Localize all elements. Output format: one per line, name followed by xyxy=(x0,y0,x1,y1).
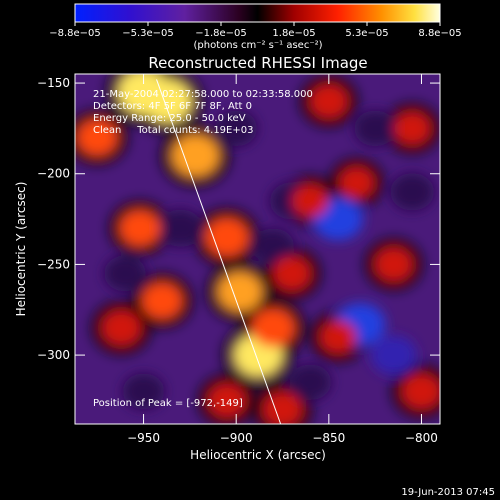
x-axis: −950 −900 −850 −800 xyxy=(127,74,438,445)
y-axis: −300 −250 −200 −150 xyxy=(37,76,440,362)
hot-spot xyxy=(251,308,296,348)
hot-spot xyxy=(207,383,246,418)
colorbar-tick-label: 8.8e−05 xyxy=(418,28,461,39)
y-axis-label: Heliocentric Y (arcsec) xyxy=(14,182,28,317)
hot-spot xyxy=(143,79,193,124)
peak-position-label: Position of Peak = [-972,-149] xyxy=(93,398,243,409)
hot-spot xyxy=(309,84,348,119)
x-tick-label: −850 xyxy=(312,431,345,445)
colorbar-tick-label: −8.8e−05 xyxy=(49,28,101,39)
info-line-energy: Energy Range: 25.0 - 50.0 keV xyxy=(93,113,246,124)
y-tick-label: −250 xyxy=(37,257,70,271)
hot-spot xyxy=(393,112,431,145)
hot-spot xyxy=(217,271,263,312)
x-tick-label: −900 xyxy=(220,431,253,445)
hot-spot xyxy=(205,217,249,257)
cold-spot xyxy=(390,173,435,211)
colorbar-tick-label: −5.3e−05 xyxy=(122,28,174,39)
hot-spot xyxy=(339,167,375,199)
hot-spot xyxy=(101,310,142,346)
hot-spot xyxy=(141,282,183,319)
info-line-detectors: Detectors: 4F 5F 6F 7F 8F, Att 0 xyxy=(93,101,252,112)
hot-spot xyxy=(119,209,161,247)
info-block: 21-May-2004 02:27:58.000 to 02:33:58.000… xyxy=(93,89,313,136)
cold-spot xyxy=(370,335,417,375)
hot-spot xyxy=(76,119,118,156)
cold-spot xyxy=(354,110,397,147)
info-line-counts: Clean Total counts: 4.19E+03 xyxy=(93,125,253,136)
colorbar-unit-label: (photons cm⁻² s⁻¹ asec⁻²) xyxy=(193,40,322,51)
x-axis-label: Heliocentric X (arcsec) xyxy=(190,448,326,462)
cold-spot xyxy=(122,373,165,410)
chart-title: Reconstructed RHESSI Image xyxy=(148,54,367,72)
hot-spot xyxy=(272,256,311,291)
colorbar-tick-label: 1.8e−05 xyxy=(272,28,315,39)
cold-spot xyxy=(158,209,203,247)
cold-spot xyxy=(104,255,147,292)
y-tick-label: −150 xyxy=(37,76,70,90)
hot-spot xyxy=(262,391,303,424)
heatmap xyxy=(75,74,440,424)
info-line-time: 21-May-2004 02:27:58.000 to 02:33:58.000 xyxy=(93,89,313,100)
colorbar-tick-label: 5.3e−05 xyxy=(345,28,388,39)
x-tick-label: −950 xyxy=(127,431,160,445)
cold-spot xyxy=(215,110,258,147)
colorbar-ticks: −8.8e−05 −5.3e−05 −1.8e−05 1.8e−05 5.3e−05 8.… xyxy=(49,22,462,39)
timestamp: 19-Jun-2013 07:45 xyxy=(401,487,495,498)
hot-spot xyxy=(171,134,220,177)
y-tick-label: −300 xyxy=(37,348,70,362)
hot-spot xyxy=(292,184,329,218)
colorbar-tick-label: −1.8e−05 xyxy=(195,28,247,39)
colorbar xyxy=(74,3,441,23)
hot-spot xyxy=(319,320,357,354)
hot-spot xyxy=(374,247,413,282)
solar-limb-line xyxy=(156,79,282,424)
plot-frame xyxy=(74,73,441,425)
hot-spot xyxy=(401,373,440,409)
x-tick-label: −800 xyxy=(405,431,438,445)
cold-spot xyxy=(289,364,332,401)
cold-spot xyxy=(252,228,295,265)
y-tick-label: −200 xyxy=(37,167,70,181)
